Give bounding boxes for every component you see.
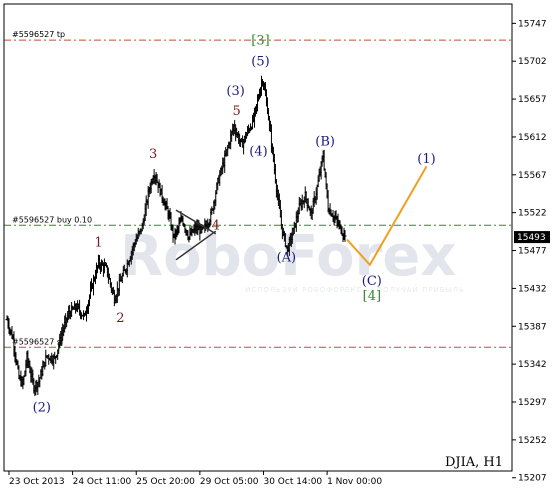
- forecast-line: [346, 165, 428, 267]
- y-tick-label: 15387: [518, 322, 547, 332]
- wave-label: (3): [226, 84, 244, 99]
- wave-label: 3: [149, 147, 157, 162]
- wave-label: (1): [417, 152, 435, 167]
- current-price-badge: 15493: [514, 231, 550, 244]
- wave-label: (C): [362, 274, 382, 289]
- level-label-1: #5596527 buy 0.10: [12, 215, 92, 224]
- triangle-line-1: [175, 230, 217, 261]
- order-levels: #5596527 tp #5596527 buy 0.10 #5596527 sl: [4, 30, 512, 348]
- wave-label: (5): [251, 54, 269, 69]
- y-tick-label: 15567: [518, 171, 547, 181]
- wave-label: [3]: [251, 33, 269, 48]
- x-tick-label: 24 Oct 11:00: [73, 477, 132, 487]
- y-tick-label: 15297: [518, 398, 547, 408]
- triangle-line-0: [175, 209, 217, 235]
- y-tick-label: 15477: [518, 247, 547, 257]
- level-label-0: #5596527 tp: [12, 30, 65, 39]
- watermark-tagline: ИСПОЛЬЗУЙ РОБОФОРЕКС — ПОЛУЧАЙ ПРИБЫЛЬ: [245, 285, 465, 294]
- y-tick-label: 15522: [518, 209, 547, 219]
- x-tick-label: 25 Oct 20:00: [136, 477, 195, 487]
- y-tick-label: 15252: [518, 436, 547, 446]
- x-tick-label: 30 Oct 14:00: [263, 477, 322, 487]
- wave-label: 1: [94, 235, 102, 250]
- y-tick-label: 15747: [518, 19, 547, 29]
- wave-label: 2: [116, 311, 124, 326]
- y-tick-label: 15612: [518, 133, 547, 143]
- symbol-label: DJIA, H1: [445, 455, 503, 470]
- wave-overlays: [175, 165, 428, 267]
- wave-label: (B): [315, 134, 335, 149]
- level-label-2: #5596527 sl: [12, 337, 63, 346]
- x-tick-label: 23 Oct 2013: [9, 477, 65, 487]
- current-price-label: 15493: [517, 233, 546, 243]
- wave-labels: [3] (5) (3) 5 3 (4) (B) (1) 1 4 (A) (C)[4] 2 (2): [33, 33, 436, 415]
- y-tick-label: 15657: [518, 95, 547, 105]
- price-bars: [5, 75, 347, 397]
- wave-label: (4): [249, 144, 267, 159]
- y-tick-label: 15432: [518, 284, 547, 294]
- y-tick-label: 15207: [518, 474, 547, 484]
- x-tick-label: 1 Nov 00:00: [327, 477, 382, 487]
- axes: 1574715702156571561215567155221547715432…: [3, 3, 550, 487]
- wave-label: 5: [233, 104, 241, 119]
- wave-label: [4]: [363, 289, 381, 304]
- ohlc-bar: [343, 230, 347, 242]
- wave-label: (A): [277, 250, 297, 265]
- wave-label: (2): [33, 400, 51, 415]
- plot-frame: [3, 3, 513, 472]
- wave-label: 4: [212, 219, 220, 234]
- x-tick-label: 29 Oct 05:00: [200, 477, 259, 487]
- y-tick-label: 15702: [518, 57, 547, 67]
- y-tick-label: 15342: [518, 360, 547, 370]
